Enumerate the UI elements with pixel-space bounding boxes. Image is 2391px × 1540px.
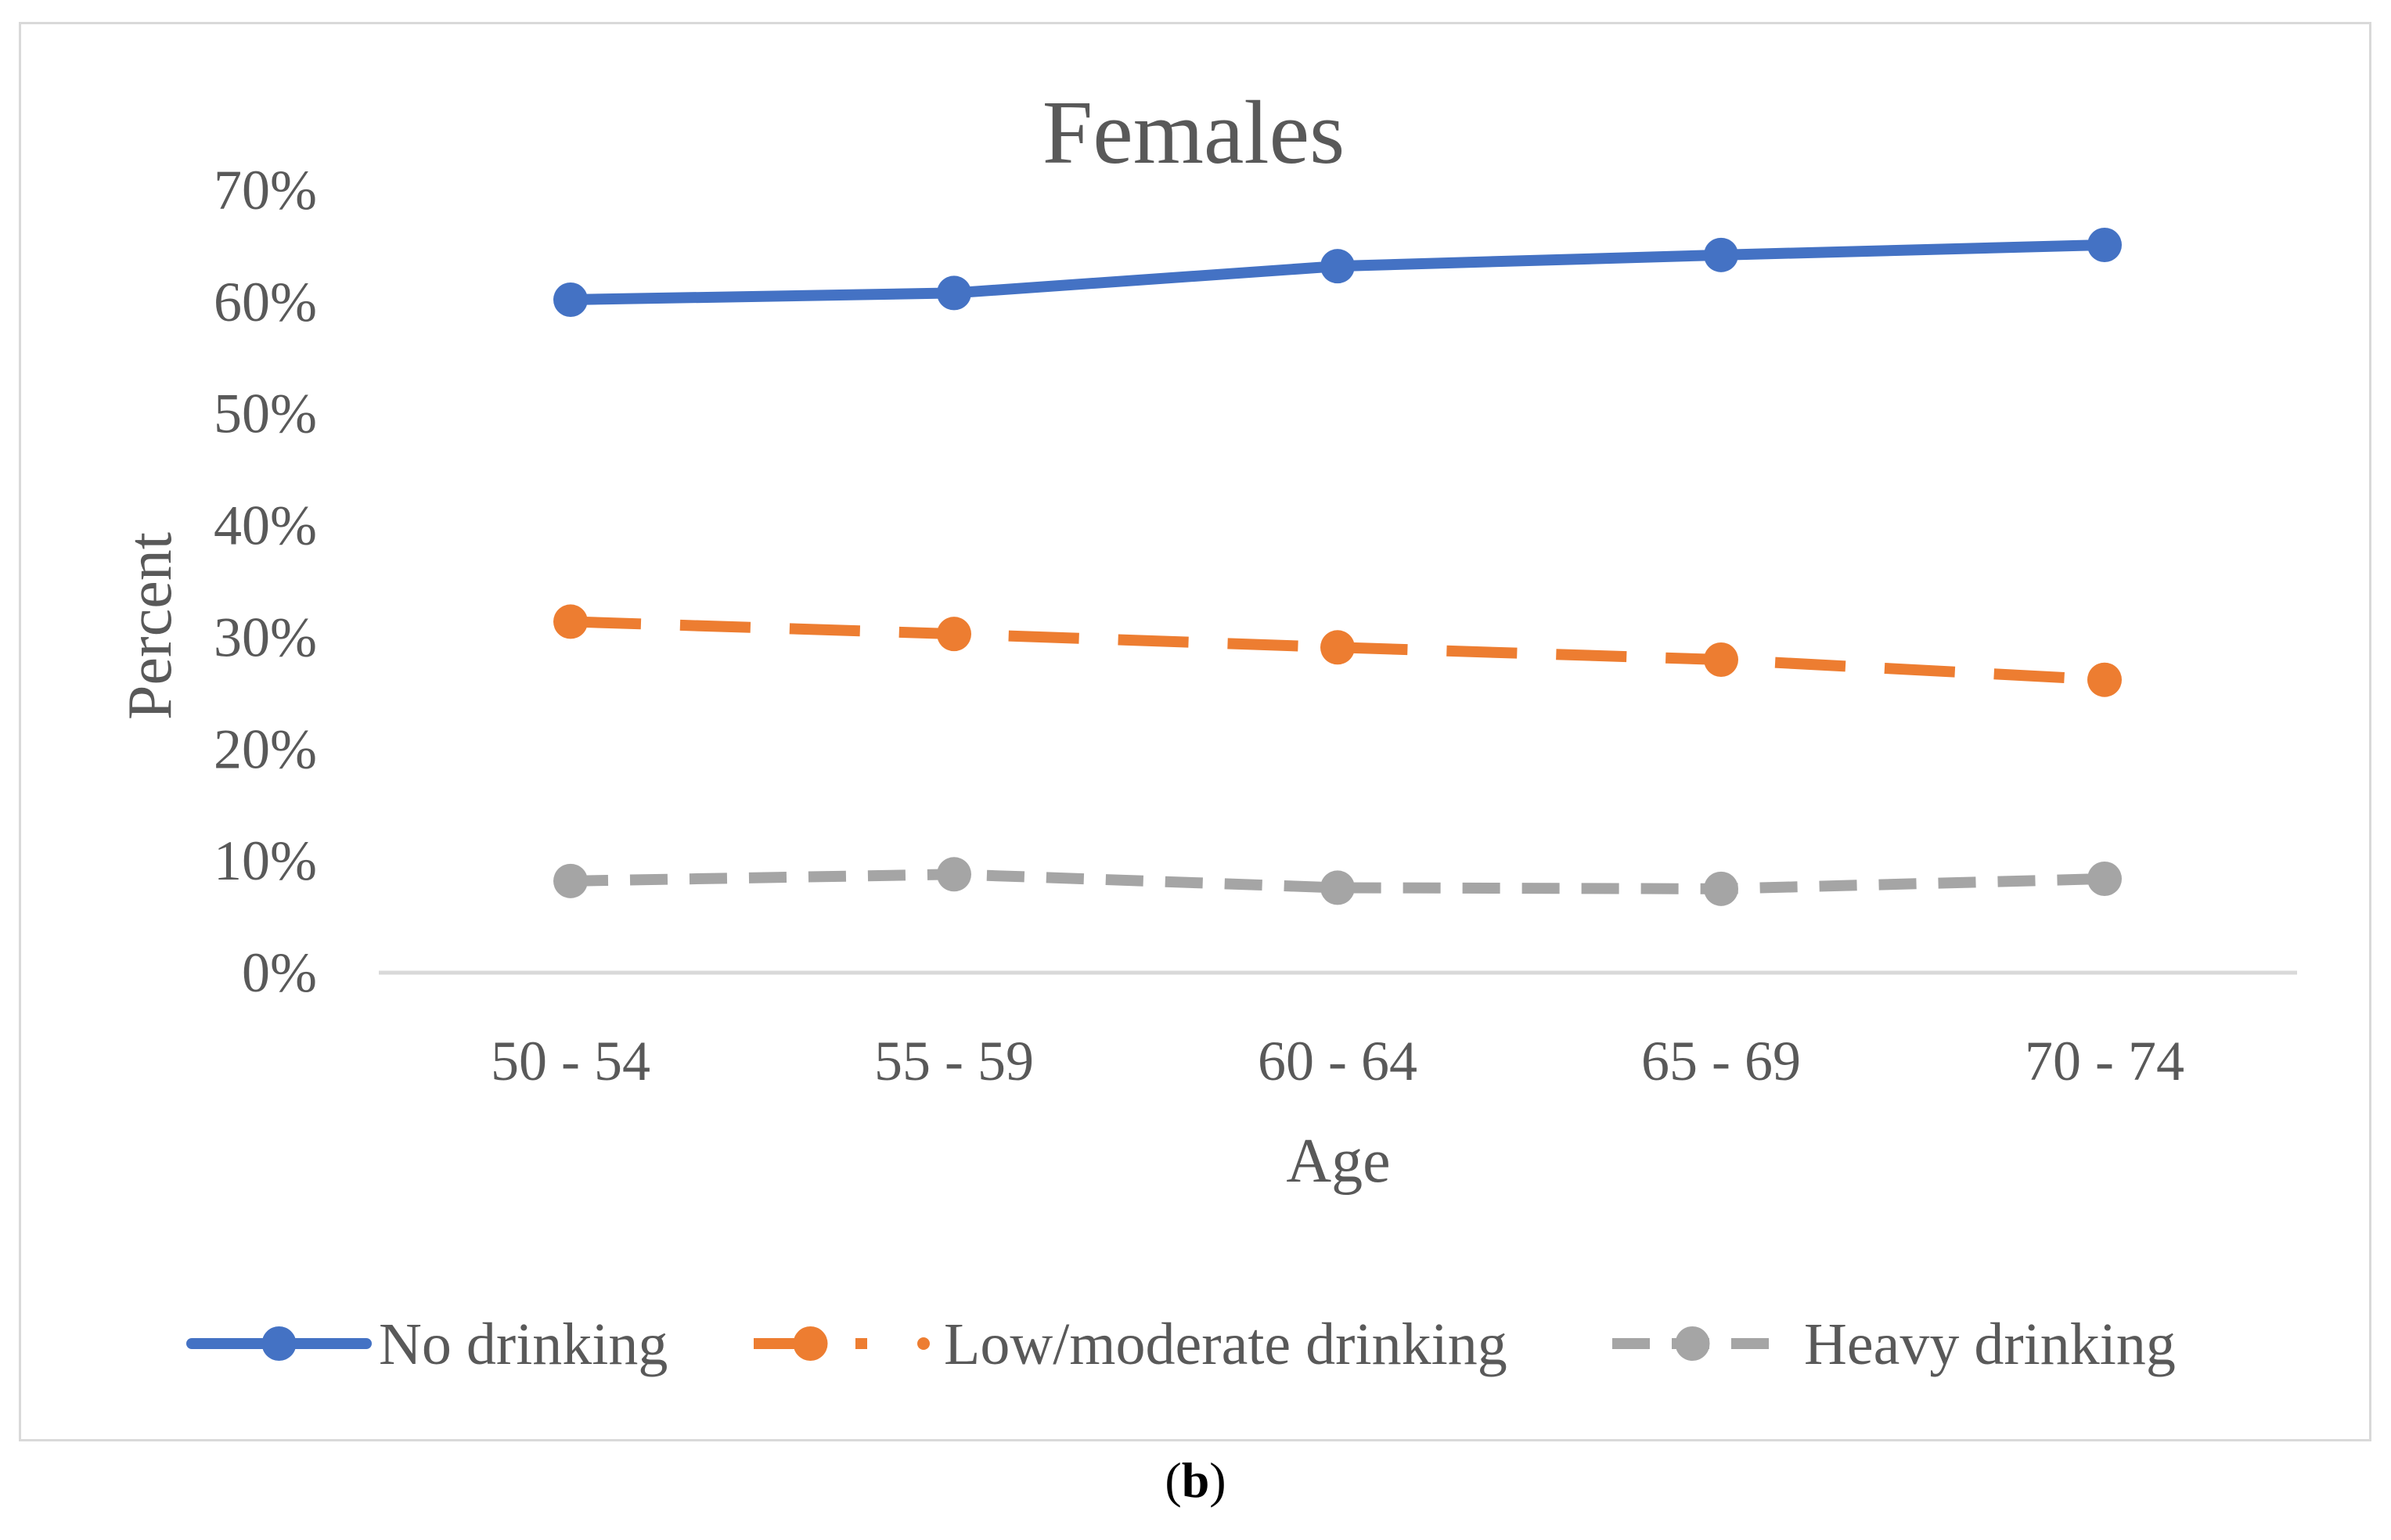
legend-item: Heavy drinking <box>1612 1312 2176 1377</box>
y-tick-label: 50% <box>214 383 317 445</box>
y-axis-label: Percent <box>116 532 185 720</box>
series-line <box>570 869 2105 894</box>
x-axis-ticks: 50 - 54 55 - 59 60 - 64 65 - 69 70 - 74 <box>491 1030 2184 1092</box>
y-tick-label: 70% <box>214 159 317 221</box>
x-tick-label: 65 - 69 <box>1641 1030 1801 1092</box>
figure-caption: (b) <box>0 1452 2391 1514</box>
series-0 <box>553 228 2122 317</box>
data-point <box>1704 871 1738 906</box>
data-point <box>1320 870 1355 905</box>
chart-title: Females <box>1042 83 1345 183</box>
series-1 <box>553 604 2122 697</box>
x-tick-label: 50 - 54 <box>491 1030 650 1092</box>
data-point <box>1704 642 1738 677</box>
caption-open: ( <box>1165 1452 1182 1508</box>
data-point <box>2087 862 2122 896</box>
series-2 <box>553 857 2122 906</box>
chart-frame <box>19 22 2371 1441</box>
data-point <box>937 617 971 652</box>
legend-swatch-marker <box>793 1326 828 1361</box>
y-axis-ticks: 0% 10% 20% 30% 40% 50% 60% 70% <box>214 159 317 1004</box>
legend-swatch-dot <box>917 1337 930 1350</box>
series-layer <box>553 228 2122 906</box>
data-point <box>937 275 971 311</box>
legend-label: No drinking <box>379 1312 668 1377</box>
caption-close: ) <box>1209 1452 1226 1508</box>
data-point <box>553 604 588 639</box>
x-axis-label: Age <box>1286 1127 1390 1196</box>
x-tick-label: 70 - 74 <box>2025 1030 2184 1092</box>
data-point <box>2087 662 2122 697</box>
data-point <box>2087 228 2122 262</box>
legend-swatch-marker <box>261 1326 297 1361</box>
data-point <box>937 857 971 892</box>
legend-item: Low/moderate drinking <box>754 1312 1507 1377</box>
y-tick-label: 10% <box>214 829 317 892</box>
x-tick-label: 55 - 59 <box>874 1030 1034 1092</box>
y-tick-label: 20% <box>214 718 317 780</box>
legend: No drinking Low/moderate drinking Heavy dr… <box>186 1312 2176 1377</box>
y-tick-label: 40% <box>214 495 317 557</box>
legend-item: No drinking <box>186 1312 668 1377</box>
y-tick-label: 60% <box>214 271 317 333</box>
legend-swatch-marker <box>1675 1326 1710 1361</box>
caption-letter: b <box>1181 1452 1210 1508</box>
data-point <box>553 282 588 317</box>
legend-label: Low/moderate drinking <box>944 1312 1507 1377</box>
legend-label: Heavy drinking <box>1804 1312 2176 1377</box>
x-tick-label: 60 - 64 <box>1258 1030 1417 1092</box>
data-point <box>553 863 588 898</box>
data-point <box>1320 630 1355 665</box>
data-point <box>1320 249 1355 284</box>
y-tick-label: 30% <box>214 606 317 668</box>
data-point <box>1704 237 1738 272</box>
y-tick-label: 0% <box>242 941 317 1004</box>
